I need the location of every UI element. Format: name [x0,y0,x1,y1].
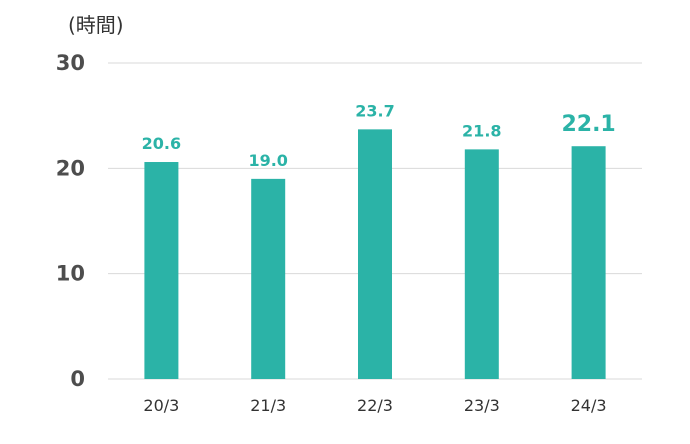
y-tick-label: 30 [56,51,85,75]
value-label: 23.7 [355,101,394,120]
bar [144,162,179,379]
y-tick-label: 0 [70,367,85,391]
y-tick-label: 10 [56,262,85,286]
value-label: 21.8 [462,121,501,140]
x-tick-label: 23/3 [464,396,500,415]
x-tick-label: 22/3 [357,396,393,415]
value-label: 19.0 [248,151,287,170]
y-unit-label: (時間) [68,13,124,37]
bar [358,129,392,379]
bars [144,129,606,379]
x-tick-label: 20/3 [143,396,179,415]
y-tick-label: 20 [56,156,85,180]
bar [571,146,606,379]
value-label: 22.1 [561,112,615,137]
x-tick-label: 24/3 [571,396,607,415]
bar [464,149,499,379]
value-label: 20.6 [142,134,181,153]
y-tick-labels: 0 10 20 30 [56,51,85,391]
bar [251,178,286,379]
x-tick-label: 21/3 [250,396,286,415]
value-labels: 20.6 19.0 23.7 21.8 22.1 [142,101,616,170]
x-tick-labels: 20/3 21/3 22/3 23/3 24/3 [143,396,606,415]
